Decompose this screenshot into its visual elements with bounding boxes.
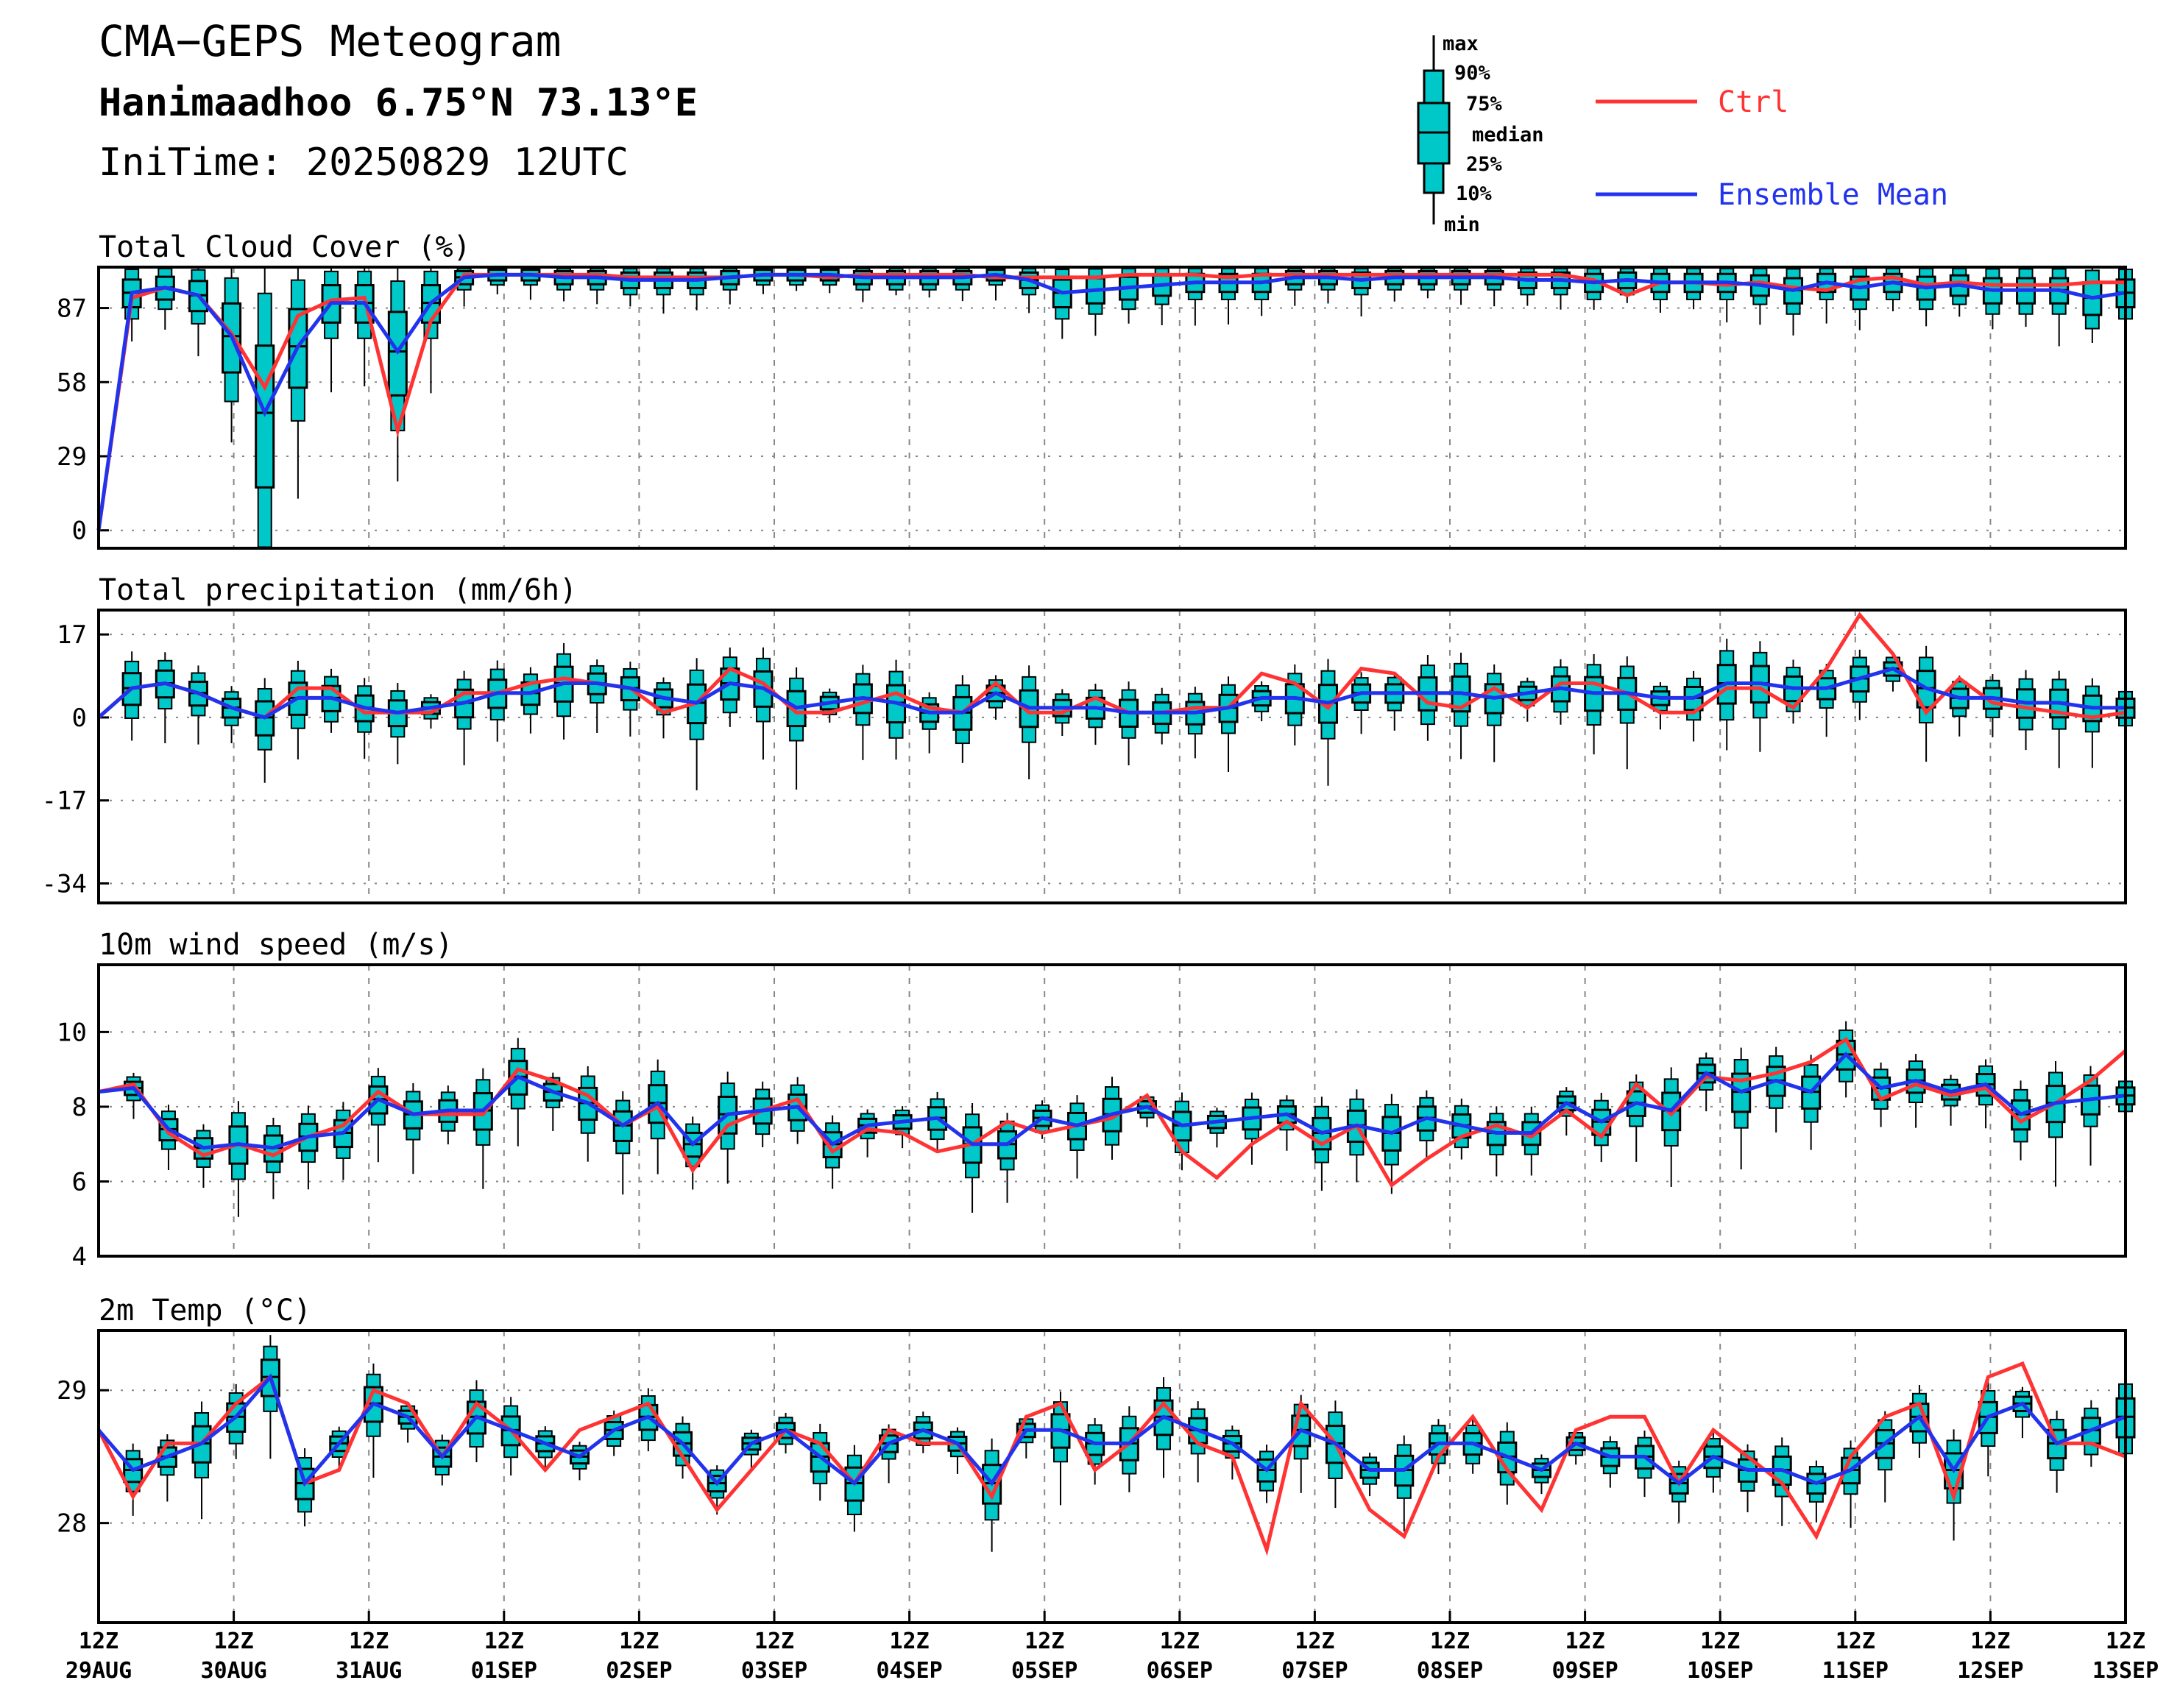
x-tick-label-hour: 12Z (1295, 1629, 1334, 1654)
y-tick-label: 17 (57, 620, 87, 650)
series-ctrl-line (96, 272, 2126, 531)
panel-frame (97, 1329, 2127, 1624)
x-tick-label-hour: 12Z (754, 1629, 794, 1654)
panel-1: Total precipitation (mm/6h) -34 -17 0 17 (42, 573, 2136, 904)
y-tick-label: 28 (57, 1509, 87, 1539)
panel-frame (97, 266, 2127, 550)
x-tick-label-date: 02SEP (606, 1658, 672, 1684)
x-tick-label-date: 30AUG (200, 1658, 266, 1684)
legend-p10: 10% (1456, 183, 1493, 205)
y-tick-label: -17 (42, 787, 87, 816)
legend-p90: 90% (1454, 62, 1491, 85)
x-tick-label-date: 13SEP (2092, 1658, 2159, 1684)
x-tick-label-hour: 12Z (1024, 1629, 1064, 1654)
series-mean-line (96, 272, 2126, 531)
y-tick-label: 29 (57, 1376, 87, 1406)
chart-title: CMA−GEPS Meteogram (99, 16, 562, 66)
panel-3: 2m Temp (°C) 28 29 (57, 1294, 2136, 1624)
y-tick-label: 6 (72, 1167, 87, 1197)
x-tick-label-hour: 12Z (1700, 1629, 1740, 1654)
panel-title: 10m wind speed (m/s) (99, 928, 453, 962)
chart-init-time: IniTime: 20250829 12UTC (99, 141, 629, 185)
series-mean-line (98, 1052, 2126, 1150)
y-tick-label: 87 (57, 294, 87, 324)
y-tick-label: 8 (72, 1093, 87, 1122)
series-ctrl-line (97, 612, 2126, 720)
x-tick-label-hour: 12Z (890, 1629, 930, 1654)
x-tick-label-date: 09SEP (1551, 1658, 1618, 1684)
chart-location: Hanimaadhoo 6.75°N 73.13°E (99, 81, 698, 125)
panel-0: Total Cloud Cover (%) 0 29 58 87 (57, 230, 2136, 550)
x-tick-label-date: 03SEP (741, 1658, 807, 1684)
x-tick-label-hour: 12Z (1160, 1629, 1200, 1654)
y-tick-label: 0 (72, 704, 87, 733)
panel-title: 2m Temp (°C) (99, 1294, 311, 1328)
legend-p75: 75% (1466, 93, 1503, 116)
series-mean-line (97, 1373, 2126, 1487)
series-ctrl-line (98, 1036, 2127, 1188)
y-tick-label: -34 (42, 869, 87, 899)
panel-2: 10m wind speed (m/s) 4 6 8 10 (57, 928, 2136, 1272)
x-tick-label-hour: 12Z (1970, 1629, 2010, 1654)
x-tick-label-date: 31AUG (336, 1658, 402, 1684)
x-tick-label-date: 08SEP (1417, 1658, 1483, 1684)
x-tick-label-date: 05SEP (1011, 1658, 1077, 1684)
x-tick-label-hour: 12Z (79, 1629, 118, 1654)
x-tick-label-date: 04SEP (876, 1658, 942, 1684)
panel-title: Total precipitation (mm/6h) (99, 573, 577, 607)
panel-frame (97, 609, 2127, 904)
legend-min: min (1444, 213, 1480, 236)
legend-p25: 25% (1466, 153, 1503, 176)
legend: max 90% 75% median 25% 10% min Ctrl Ense… (1417, 32, 1948, 236)
x-tick-label-date: 12SEP (1957, 1658, 2023, 1684)
panel-frame (97, 963, 2127, 1258)
x-tick-label-hour: 12Z (2106, 1629, 2145, 1654)
y-tick-label: 58 (57, 368, 87, 397)
series-mean-line (97, 666, 2126, 720)
y-tick-label: 29 (57, 442, 87, 472)
x-tick-label-hour: 12Z (1430, 1629, 1470, 1654)
legend-ctrl-label: Ctrl (1718, 85, 1788, 119)
legend-mean-label: Ensemble Mean (1718, 178, 1948, 212)
legend-max: max (1443, 32, 1479, 55)
x-tick-label-date: 29AUG (66, 1658, 132, 1684)
series-ctrl-line (96, 1361, 2126, 1556)
x-tick-label-date: 11SEP (1822, 1658, 1889, 1684)
y-tick-label: 0 (72, 517, 87, 546)
x-tick-label-date: 06SEP (1147, 1658, 1213, 1684)
x-tick-label-hour: 12Z (1836, 1629, 1875, 1654)
x-tick-label-date: 01SEP (471, 1658, 537, 1684)
legend-median: median (1472, 124, 1544, 146)
x-tick-label-hour: 12Z (484, 1629, 524, 1654)
x-tick-label-hour: 12Z (1565, 1629, 1605, 1654)
x-tick-label-hour: 12Z (349, 1629, 389, 1654)
y-tick-label: 10 (57, 1018, 87, 1047)
x-tick-label-date: 10SEP (1687, 1658, 1753, 1684)
panel-title: Total Cloud Cover (%) (99, 230, 471, 264)
x-tick-label-hour: 12Z (214, 1629, 254, 1654)
x-tick-label-hour: 12Z (619, 1629, 659, 1654)
y-tick-label: 4 (72, 1242, 87, 1272)
x-tick-label-date: 07SEP (1281, 1658, 1348, 1684)
